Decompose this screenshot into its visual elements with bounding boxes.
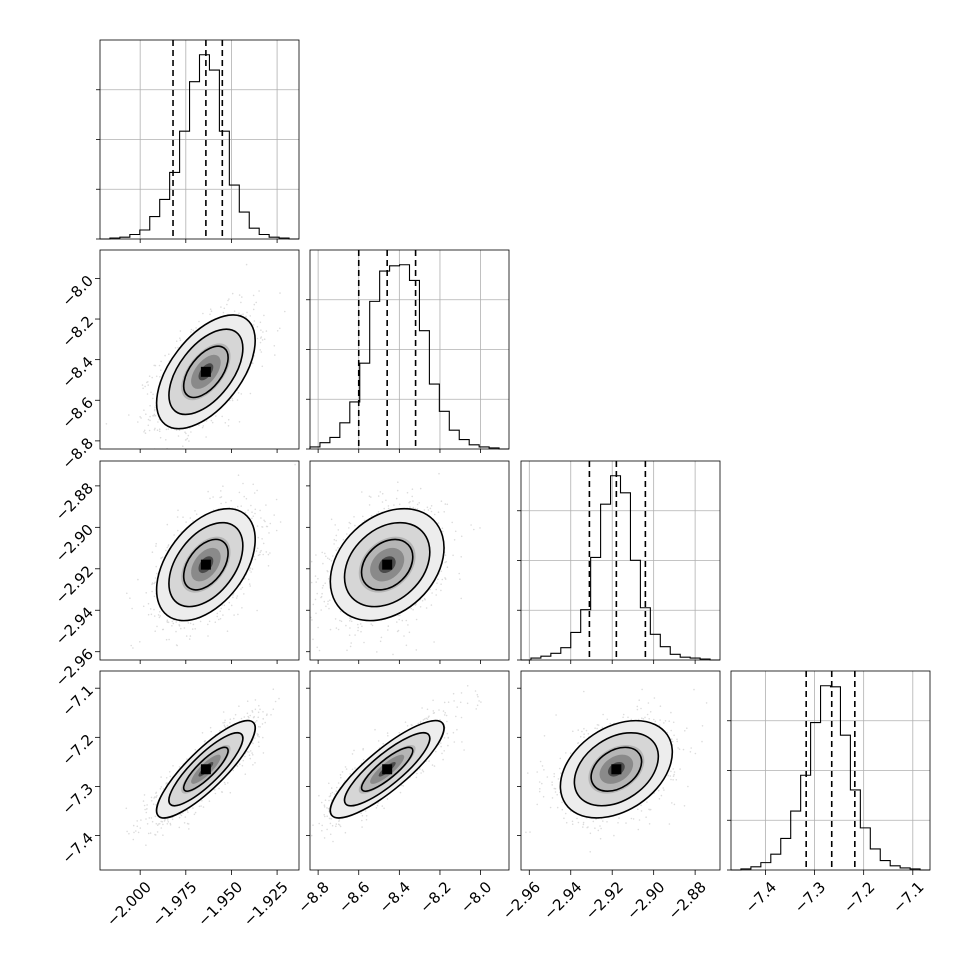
x-tick-label: −1.950 <box>194 878 246 930</box>
y-tick-label: −2.92 <box>52 562 97 607</box>
histogram-panel-0 <box>96 39 300 240</box>
contour-line <box>329 719 445 819</box>
contour-line <box>155 719 256 819</box>
x-tick-label: −2.90 <box>623 878 668 923</box>
y-tick-label: −8.4 <box>59 353 97 391</box>
x-tick-label: −1.975 <box>149 878 201 930</box>
contour-line <box>343 521 431 608</box>
x-tick-label: −8.6 <box>335 878 373 916</box>
histogram-step-line <box>521 475 720 661</box>
density-content <box>105 263 286 449</box>
density-panel-3-1 <box>309 670 510 871</box>
contour-line <box>343 731 431 807</box>
contour-line <box>182 345 229 399</box>
x-tick-label: −7.3 <box>791 878 829 916</box>
density-peak <box>611 764 622 775</box>
density-peak <box>200 559 211 570</box>
y-tick-label: −8.8 <box>59 434 97 472</box>
contour-line <box>590 746 643 792</box>
density-peak <box>200 366 211 377</box>
x-tick-label: −7.2 <box>840 878 878 916</box>
contour-line <box>155 507 256 622</box>
y-tick-label: −7.4 <box>59 829 97 867</box>
x-tick-label: −8.0 <box>457 878 495 916</box>
x-tick-label: −8.4 <box>376 878 414 916</box>
density-content <box>310 685 482 843</box>
histogram-step-line <box>309 264 509 450</box>
x-tick-label: −1.925 <box>240 878 292 930</box>
density-content <box>125 688 280 846</box>
density-peak <box>382 764 393 775</box>
panel-frame <box>99 670 300 871</box>
panel-frame <box>99 460 300 661</box>
y-tick-label: −2.94 <box>52 604 97 649</box>
y-tick-label: −7.2 <box>59 731 97 769</box>
panel-frame <box>520 460 721 661</box>
contour-line <box>168 328 244 416</box>
contour-line <box>360 538 414 591</box>
x-tick-label: −2.92 <box>582 878 627 923</box>
x-tick-label: −2.88 <box>665 878 710 923</box>
contour-line <box>559 719 674 819</box>
panel-frame <box>309 670 510 871</box>
contour-line <box>182 538 229 591</box>
histogram-panel-1 <box>306 249 510 450</box>
density-panel-3-2 <box>520 670 721 871</box>
density-panel-3-0 <box>99 670 300 871</box>
x-tick-label: −8.2 <box>416 878 454 916</box>
panel-frame <box>730 670 931 871</box>
contour-line <box>573 731 660 807</box>
x-tick-label: −7.4 <box>742 878 780 916</box>
panel-frame <box>99 39 300 240</box>
histogram-panel-2 <box>517 460 721 661</box>
y-tick-label: −2.96 <box>52 645 97 690</box>
x-tick-label: −7.1 <box>889 878 927 916</box>
x-tick-label: −2.000 <box>103 878 155 930</box>
contour-line <box>155 314 256 430</box>
panel-frame <box>99 249 300 450</box>
x-tick-label: −2.94 <box>540 878 585 923</box>
density-content <box>310 472 481 656</box>
density-peak <box>382 559 393 570</box>
panels-layer <box>95 39 931 875</box>
y-tick-label: −2.88 <box>52 479 97 524</box>
panel-frame <box>309 460 510 661</box>
density-peak <box>200 764 211 775</box>
y-tick-label: −8.2 <box>59 312 97 350</box>
contour-line <box>168 731 244 807</box>
contour-line <box>182 746 229 792</box>
histogram-panel-3 <box>727 670 931 871</box>
panel-frame <box>520 670 721 871</box>
density-content <box>525 688 708 853</box>
histogram-step-line <box>731 685 930 871</box>
y-tick-label: −2.90 <box>52 521 97 566</box>
x-tick-label: −2.96 <box>499 878 544 923</box>
panel-frame <box>309 249 510 450</box>
density-content <box>126 463 296 649</box>
histogram-step-line <box>100 54 299 240</box>
y-tick-label: −8.0 <box>59 272 97 310</box>
contour-line <box>360 746 414 792</box>
y-tick-label: −8.6 <box>59 394 97 432</box>
density-panel-2-1 <box>309 460 510 661</box>
contour-line <box>329 507 445 622</box>
density-panel-1-0 <box>99 249 300 450</box>
x-tick-label: −8.8 <box>294 878 332 916</box>
contour-line <box>168 521 244 608</box>
density-panel-2-0 <box>99 460 300 661</box>
y-tick-label: −7.3 <box>59 780 97 818</box>
